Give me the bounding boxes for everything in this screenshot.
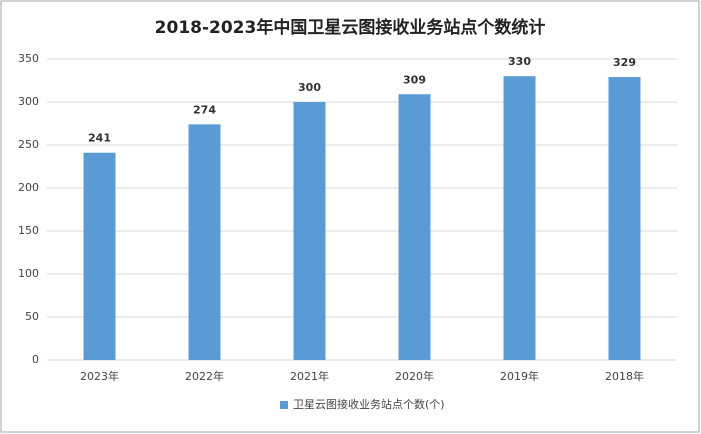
y-tick-label: 100 — [18, 267, 39, 280]
y-tick-label: 300 — [18, 95, 39, 108]
bar — [188, 124, 221, 360]
x-tick-label: 2022年 — [185, 369, 224, 383]
x-tick-label: 2020年 — [395, 369, 434, 383]
legend-swatch — [280, 401, 288, 409]
data-label: 274 — [193, 103, 216, 116]
chart-title: 2018-2023年中国卫星云图接收业务站点个数统计 — [155, 17, 546, 38]
x-tick-label: 2019年 — [500, 369, 539, 383]
x-tick-label: 2023年 — [80, 369, 119, 383]
data-label: 329 — [613, 56, 636, 69]
y-tick-label: 0 — [32, 353, 39, 366]
bar — [608, 77, 641, 360]
y-tick-label: 250 — [18, 138, 39, 151]
y-tick-label: 150 — [18, 224, 39, 237]
x-tick-label: 2021年 — [290, 369, 329, 383]
bar — [503, 76, 536, 360]
data-label: 330 — [508, 55, 531, 68]
data-label: 300 — [298, 81, 321, 94]
bar — [83, 152, 116, 360]
x-tick-label: 2018年 — [605, 369, 644, 383]
y-tick-label: 200 — [18, 181, 39, 194]
data-label: 241 — [88, 132, 111, 145]
bar — [398, 94, 431, 360]
data-label: 309 — [403, 73, 426, 86]
y-tick-label: 350 — [18, 52, 39, 65]
y-tick-label: 50 — [25, 310, 39, 323]
bar — [293, 102, 326, 360]
legend-label: 卫星云图接收业务站点个数(个) — [293, 397, 445, 411]
